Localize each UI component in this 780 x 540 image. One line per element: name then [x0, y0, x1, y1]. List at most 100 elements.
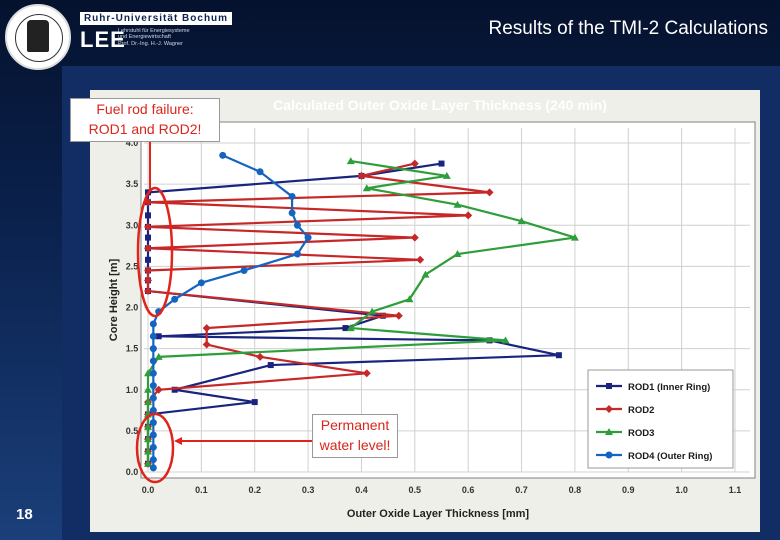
axis-tick-labels: 0.0 0.1 0.2 0.3 0.4 0.5 0.6 0.7 0.8 0.9 1.0 1.1 0.0 0… — [126, 138, 742, 495]
data-point — [293, 221, 301, 229]
data-point — [197, 279, 205, 287]
data-point — [605, 428, 613, 435]
y-tick-label: 0.5 — [126, 426, 139, 436]
data-point — [288, 209, 296, 217]
data-point — [362, 369, 371, 378]
data-point — [144, 459, 152, 467]
data-point — [144, 244, 152, 253]
legend-items: ROD1 (Inner Ring) ROD2 ROD3 ROD4 (Outer Rin… — [596, 382, 712, 462]
y-tick-label: 1.5 — [126, 344, 139, 354]
chair-line: und Energiewirtschaft — [118, 34, 171, 41]
y-tick-label: 1.0 — [126, 385, 139, 395]
data-point — [149, 406, 157, 414]
series-rod4-outer-ring — [149, 151, 312, 472]
data-point — [606, 383, 612, 389]
data-point — [501, 336, 510, 344]
data-point — [171, 386, 178, 393]
data-point — [362, 184, 371, 192]
callout-line: ROD1 and ROD2! — [88, 121, 202, 137]
legend-label: ROD1 (Inner Ring) — [628, 382, 710, 393]
x-axis-label: Outer Oxide Layer Thickness [mm] — [347, 508, 530, 520]
data-point — [570, 233, 579, 241]
annotation-shapes — [135, 140, 312, 484]
x-tick-label: 0.6 — [462, 485, 475, 495]
y-tick-label: 0.0 — [126, 467, 139, 477]
data-point — [149, 443, 157, 451]
grid-lines — [144, 128, 750, 473]
seal-ring — [15, 14, 63, 62]
callout-line: water level! — [319, 437, 391, 453]
data-point — [144, 266, 152, 275]
legend-entry: ROD2 — [596, 405, 654, 416]
data-point — [256, 352, 265, 361]
data-point — [464, 211, 473, 220]
x-tick-label: 1.1 — [729, 485, 742, 495]
university-seal-logo — [5, 4, 71, 70]
legend-entry: ROD1 (Inner Ring) — [596, 382, 710, 393]
data-point — [144, 276, 152, 285]
callout-line: Fuel rod failure: — [96, 101, 194, 117]
water-level-callout: Permanent water level! — [312, 414, 398, 458]
x-tick-label: 0.5 — [409, 485, 422, 495]
data-point — [149, 369, 157, 377]
data-point — [555, 352, 562, 359]
data-point — [149, 464, 157, 472]
y-tick-label: 3.5 — [126, 179, 139, 189]
y-tick-label: 4.0 — [126, 138, 139, 148]
legend-label: ROD4 (Outer Ring) — [628, 451, 712, 462]
data-point — [357, 171, 366, 180]
data-point — [144, 422, 152, 430]
data-point — [605, 451, 613, 459]
slide-title: Results of the TMI-2 Calculations — [488, 18, 769, 39]
x-tick-label: 0.4 — [355, 485, 368, 495]
legend-label: ROD3 — [628, 428, 654, 439]
lee-logo: LEE — [80, 27, 126, 52]
data-point — [202, 340, 211, 349]
data-point — [149, 382, 157, 390]
x-tick-label: 0.7 — [515, 485, 528, 495]
data-point — [346, 157, 355, 165]
data-point — [410, 233, 419, 242]
callout-line: Permanent — [320, 417, 390, 433]
data-point — [144, 447, 152, 455]
data-point — [605, 405, 613, 413]
data-point — [149, 419, 157, 427]
data-point — [453, 200, 462, 208]
data-point — [394, 311, 403, 320]
water-level-ellipse — [135, 412, 175, 484]
x-tick-label: 0.3 — [302, 485, 315, 495]
data-point — [149, 345, 157, 353]
data-point — [240, 266, 248, 274]
data-point — [288, 192, 296, 200]
data-point — [438, 160, 445, 167]
y-tick-label: 3.0 — [126, 220, 139, 230]
university-name: Ruhr-Universität Bochum — [80, 12, 232, 25]
data-point — [145, 212, 151, 219]
chair-description: Lehrstuhl für Energiesysteme und Energie… — [118, 28, 238, 47]
data-point — [517, 217, 526, 225]
data-point — [171, 295, 179, 303]
data-point — [144, 287, 152, 296]
x-tick-label: 0.2 — [248, 485, 261, 495]
data-point — [154, 385, 163, 394]
fuel-failure-callout: Fuel rod failure: ROD1 and ROD2! — [70, 98, 220, 142]
y-tick-label: 2.5 — [126, 261, 139, 271]
data-point — [219, 151, 227, 159]
data-point — [405, 295, 414, 303]
series-rod3 — [144, 157, 579, 467]
data-point — [144, 435, 152, 443]
data-point — [421, 270, 430, 278]
data-point — [202, 324, 211, 333]
data-point — [267, 362, 274, 369]
legend-label: ROD2 — [628, 405, 654, 416]
legend: ROD1 (Inner Ring) ROD2 ROD3 ROD4 (Outer Rin… — [587, 369, 734, 469]
y-axis-label: Core Height [m] — [108, 258, 120, 341]
x-tick-label: 0.8 — [569, 485, 582, 495]
data-point — [145, 234, 151, 241]
data-point — [149, 320, 157, 328]
chair-line: Lehrstuhl für Energiesysteme — [118, 28, 190, 34]
data-point — [256, 168, 264, 176]
chair-line: Prof. Dr.-Ing. H.-J. Wagner — [118, 40, 183, 47]
chart-title: Calculated Outer Oxide Layer Thickness (… — [273, 97, 607, 113]
